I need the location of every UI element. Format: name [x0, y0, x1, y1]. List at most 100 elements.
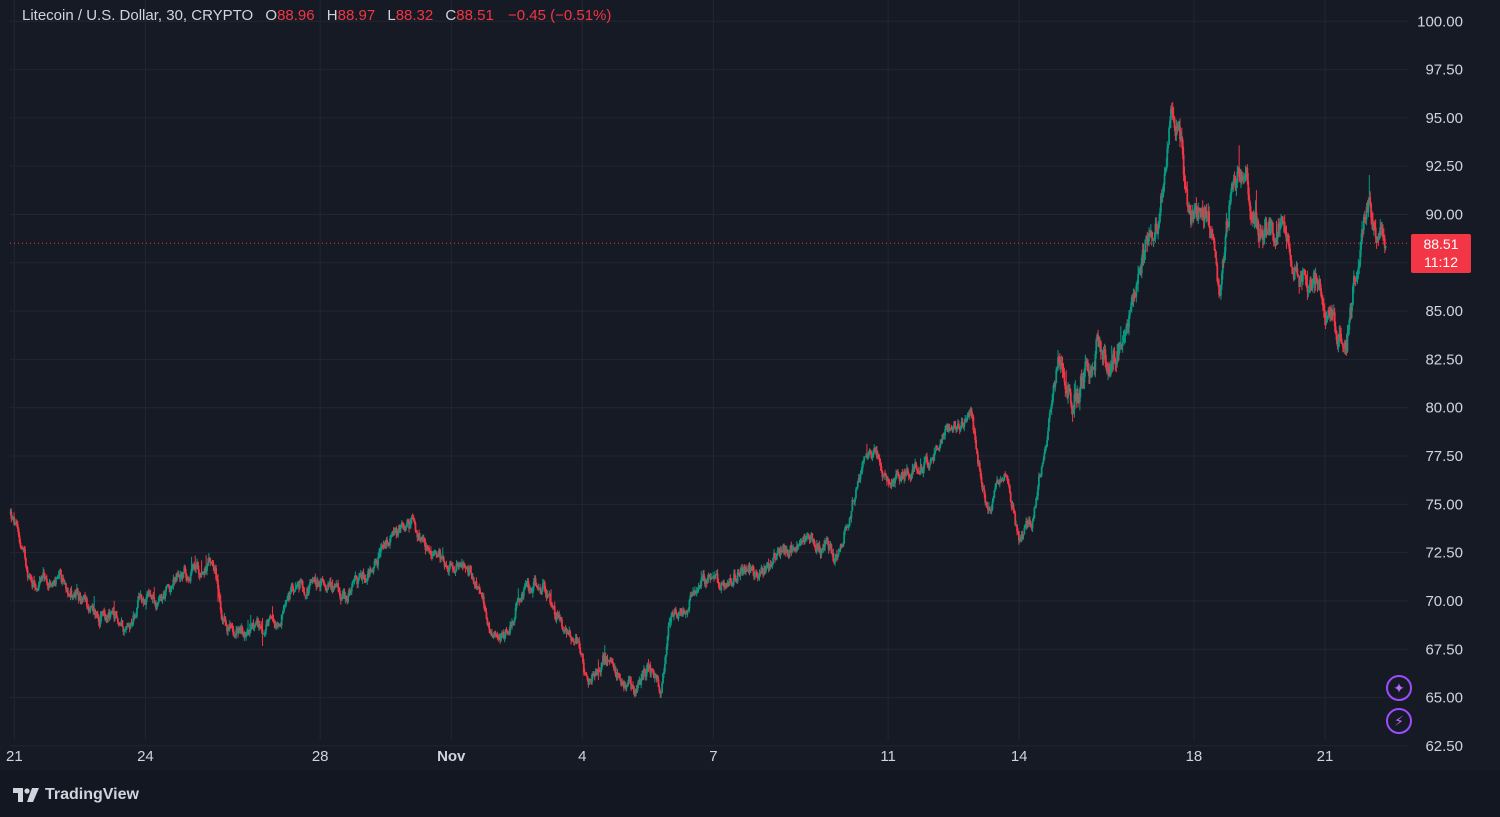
candle-body	[323, 582, 326, 587]
candle-body	[1321, 295, 1323, 300]
candle-body	[40, 579, 43, 581]
change-value: −0.45 (−0.51%)	[507, 7, 612, 24]
candle-body	[722, 582, 724, 584]
candle-body	[634, 689, 637, 697]
candle-body	[907, 473, 910, 477]
candle-body	[923, 462, 926, 469]
candle-body	[143, 600, 146, 604]
footer-bar	[0, 771, 1500, 817]
candle-body	[1378, 236, 1381, 240]
candle-body	[699, 585, 702, 587]
candle-body	[180, 572, 183, 576]
candle-body	[905, 474, 907, 477]
candle-body	[1200, 212, 1202, 217]
candle-body	[654, 674, 657, 676]
candle-body	[1267, 228, 1270, 235]
candle-body	[1265, 222, 1268, 234]
candle-body	[13, 516, 15, 524]
candle-body	[359, 574, 362, 576]
candle-body	[768, 565, 771, 568]
candle-body	[1229, 201, 1231, 206]
candle-body	[663, 671, 665, 674]
candle-body	[389, 538, 391, 546]
candle-body	[688, 600, 691, 609]
candle-body	[1174, 128, 1177, 136]
candle-body	[227, 627, 229, 632]
candle-body	[676, 616, 679, 619]
candle-body	[1059, 362, 1062, 367]
candle-body	[1242, 178, 1245, 180]
candle-body	[300, 579, 303, 581]
candle-body	[1145, 235, 1148, 240]
price-tick-label: 75.00	[1425, 496, 1463, 513]
candle-body	[579, 647, 582, 654]
candle-body	[1185, 187, 1188, 190]
candle-body	[156, 602, 159, 607]
candle-body	[1243, 176, 1246, 179]
candle-body	[25, 566, 28, 571]
candle-body	[967, 413, 969, 418]
price-tick-label: 97.50	[1425, 62, 1463, 79]
candle-body	[475, 581, 478, 589]
candle-body	[1109, 364, 1112, 376]
candle-body	[625, 686, 628, 688]
candle-body	[187, 578, 189, 580]
open-key: O	[265, 7, 278, 24]
candle-body	[683, 612, 686, 614]
candle-body	[551, 606, 554, 608]
candle-body	[1155, 223, 1158, 231]
candle-body	[631, 685, 633, 689]
candle-body	[288, 593, 291, 600]
candle-body	[1073, 394, 1076, 410]
candle-body	[558, 614, 561, 619]
candle-body	[1199, 209, 1201, 213]
candle-body	[183, 566, 186, 573]
candle-body	[253, 626, 256, 628]
candle-body	[42, 572, 45, 577]
candle-body	[392, 530, 395, 534]
candle-body	[1130, 297, 1133, 308]
candle-body	[703, 578, 706, 585]
candle-body	[748, 566, 751, 573]
candle-body	[1058, 357, 1060, 361]
candle-body	[1268, 219, 1271, 229]
candle-body	[1355, 278, 1358, 281]
candle-body	[465, 568, 468, 570]
candle-body	[521, 593, 523, 602]
candle-body	[1031, 521, 1034, 529]
candle-body	[1078, 399, 1080, 403]
candle-body	[362, 572, 365, 575]
candle-body	[733, 573, 735, 582]
candle-body	[670, 615, 673, 623]
symbol-title[interactable]: Litecoin / U.S. Dollar, 30, CRYPTO	[22, 7, 254, 24]
low-value: 88.32	[395, 7, 434, 24]
candle-body	[564, 629, 567, 631]
candle-body	[1107, 367, 1109, 374]
candle-body	[1287, 234, 1290, 244]
candle-body	[339, 596, 342, 601]
candle-body	[1077, 392, 1079, 400]
candle-body	[869, 449, 872, 453]
sparkle-button[interactable]: ✦	[1386, 675, 1412, 701]
candle-body	[272, 618, 275, 622]
candle-body	[958, 427, 961, 431]
tradingview-logo[interactable]: TradingView	[13, 784, 139, 806]
price-axis[interactable]: 100.0097.5095.0092.5090.0087.5085.0082.5…	[1417, 13, 1463, 755]
candle-body	[1136, 284, 1139, 286]
candle-body	[53, 579, 56, 583]
candle-body	[265, 624, 268, 631]
lightning-button[interactable]: ⚡	[1386, 708, 1412, 734]
candle-body	[744, 569, 747, 572]
candle-body	[630, 683, 633, 689]
candle-body	[682, 610, 684, 616]
candle-body	[487, 622, 490, 625]
candle-body	[528, 588, 531, 593]
time-axis[interactable]: 21 24 28 Nov 4 7 11 14 18 21	[6, 748, 1333, 765]
candle-body	[1292, 274, 1295, 280]
candle-body	[1092, 366, 1095, 370]
candle-body	[96, 612, 98, 614]
time-tick-label: 14	[1011, 748, 1028, 765]
candle-body	[1366, 206, 1369, 213]
